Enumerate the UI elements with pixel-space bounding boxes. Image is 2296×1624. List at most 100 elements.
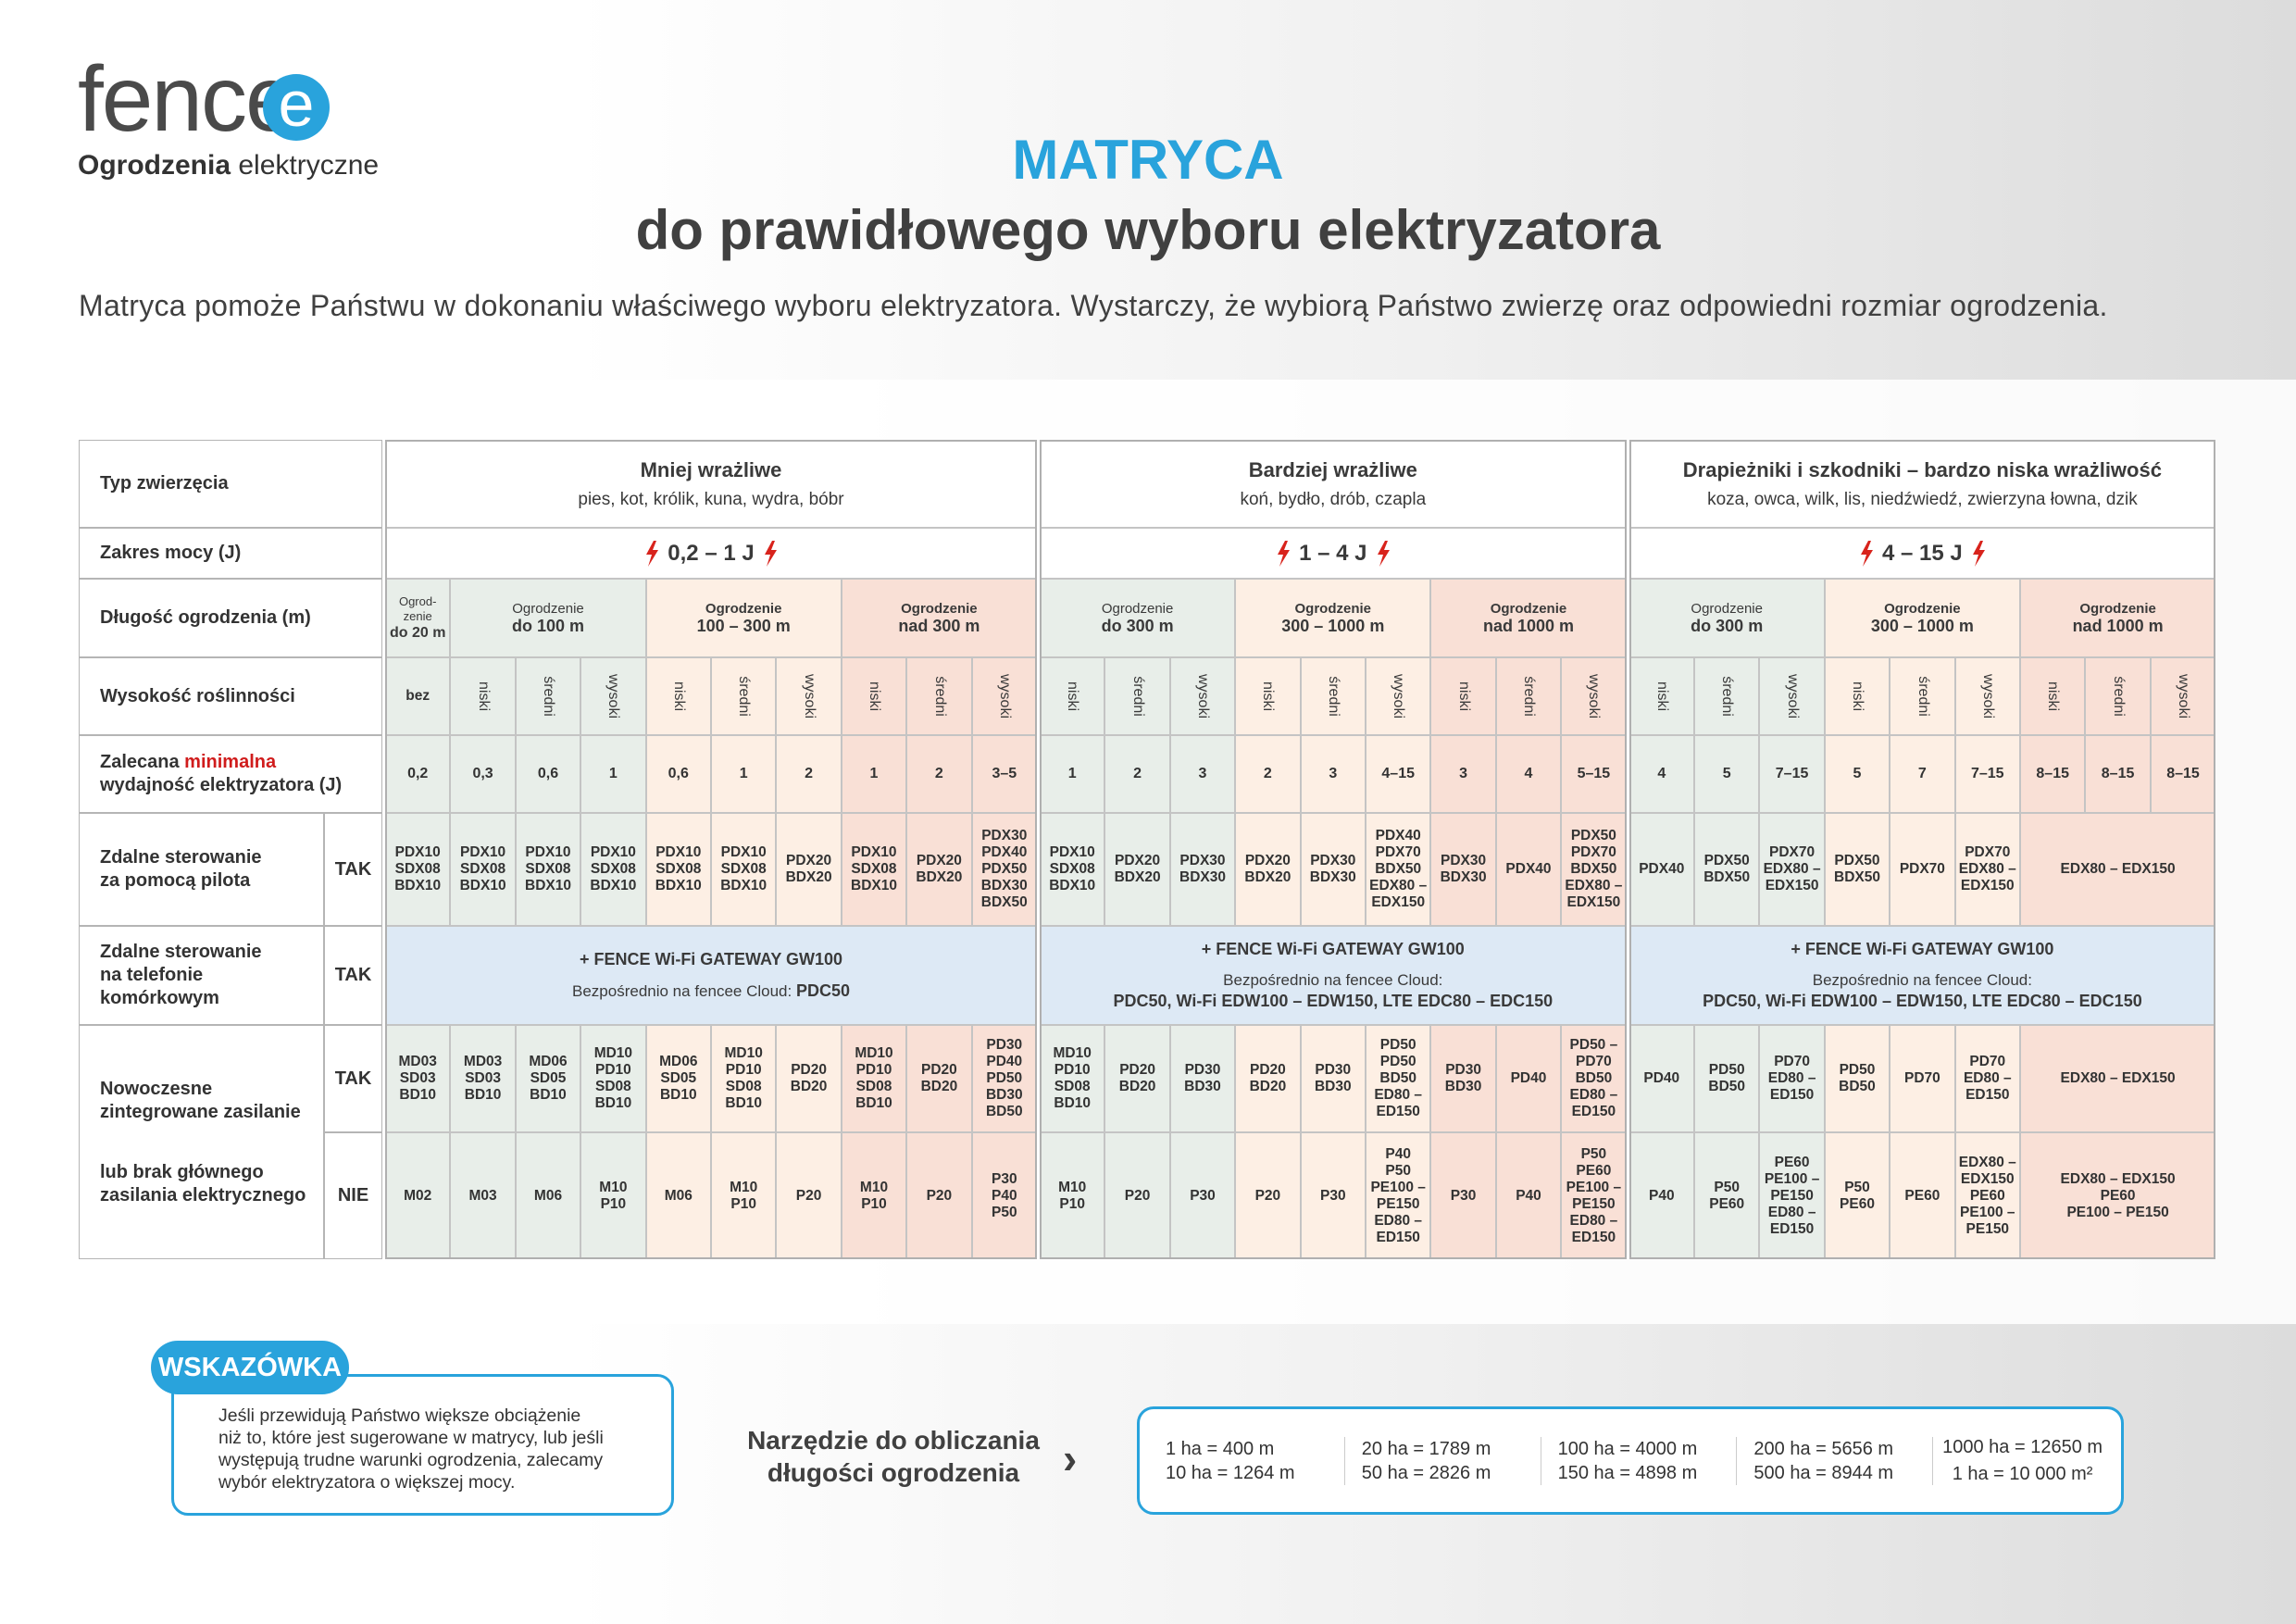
model-text: BD50 bbox=[985, 1104, 1023, 1119]
no-label: NIE bbox=[337, 1185, 369, 1206]
row-label: Zalecana minimalna wydajność elektryzator… bbox=[79, 735, 382, 813]
model-text: BDX10 bbox=[459, 878, 506, 893]
model-text: P40 bbox=[1648, 1187, 1675, 1204]
model-text: PD30 bbox=[1315, 1062, 1352, 1078]
model-text: SD03 bbox=[399, 1070, 436, 1086]
model-cell: PDX10 SDX08 BDX10 bbox=[385, 813, 451, 926]
model-cell: PD40 bbox=[1495, 1025, 1562, 1132]
vegetation-cell: średni bbox=[906, 657, 972, 735]
bolt-icon bbox=[1972, 540, 1985, 567]
power-range: 1 – 4 J bbox=[1040, 528, 1627, 579]
vegetation-text: niski bbox=[1849, 681, 1866, 712]
model-cell: PDX10 SDX08 BDX10 bbox=[580, 813, 646, 926]
tagline-bold: Ogrodzenia bbox=[78, 150, 231, 181]
min-output-text: 8–15 bbox=[2166, 766, 2200, 781]
model-text: PD40 bbox=[986, 1054, 1023, 1069]
min-output-text: 5 bbox=[1853, 766, 1862, 781]
model-cell: PD30 PD40 PD50 BD30 BD50 bbox=[971, 1025, 1037, 1132]
model-cell: EDX80 – EDX150 PE60 PE100 – PE150 bbox=[1954, 1132, 2020, 1259]
min-output-cell: 7–15 bbox=[1759, 735, 1825, 813]
row-label: Nowoczesne zintegrowane zasilanie lub brak… bbox=[79, 1025, 324, 1259]
min-output-text: 1 bbox=[608, 766, 618, 781]
model-text: P50 bbox=[1714, 1179, 1740, 1195]
length-range: 100 – 300 m bbox=[696, 616, 791, 635]
model-cell: MD03 SD03 BD10 bbox=[385, 1025, 451, 1132]
model-text: PD50 – PD70 bbox=[1569, 1037, 1618, 1069]
min-output-text: 1 bbox=[1067, 766, 1077, 781]
vegetation-text: średni bbox=[931, 676, 948, 717]
bolt-icon bbox=[646, 540, 659, 567]
model-cell: EDX80 – EDX150 bbox=[2020, 1025, 2216, 1132]
model-text: MD10 bbox=[855, 1045, 893, 1061]
row-label-text: Zakres mocy (J) bbox=[100, 543, 242, 563]
min-output-cell: 0,6 bbox=[645, 735, 711, 813]
length-label: Ogrodzenie bbox=[901, 600, 978, 617]
min-output-text: 4–15 bbox=[1381, 766, 1415, 781]
model-cell: PD30 BD30 bbox=[1169, 1025, 1236, 1132]
model-text: PE60 bbox=[2100, 1187, 2136, 1204]
length-range: nad 300 m bbox=[898, 616, 980, 635]
model-cell: PE60 bbox=[1890, 1132, 1955, 1259]
model-text: EDX80 – EDX150 bbox=[1369, 878, 1428, 910]
model-text: BDX10 bbox=[655, 878, 702, 893]
vegetation-cell: średni bbox=[2085, 657, 2151, 735]
model-cell: PD20 BD20 bbox=[1104, 1025, 1170, 1132]
vegetation-text: wysoki bbox=[1194, 673, 1211, 719]
min-output-cell: 3 bbox=[1430, 735, 1496, 813]
model-cell: P50 PE60 PE100 – PE150 ED80 – ED150 bbox=[1561, 1132, 1627, 1259]
model-cell: PDX10 SDX08 BDX10 bbox=[645, 813, 711, 926]
conversion-text: 1 ha = 400 m bbox=[1166, 1438, 1275, 1459]
model-text: M06 bbox=[533, 1187, 563, 1204]
length-label: Ogrodzenie bbox=[705, 600, 782, 617]
wifi-cell: + FENCE Wi-Fi GATEWAY GW100 Bezpośrednio … bbox=[1628, 926, 2216, 1025]
group-name: Bardziej wrażliwe bbox=[1248, 457, 1417, 481]
vegetation-text: niski bbox=[866, 681, 882, 712]
group-header: Drapieżniki i szkodniki – bardzo niska w… bbox=[1628, 440, 2216, 528]
length-label: Ogrodzenie bbox=[2079, 600, 2156, 617]
row-label-text: Zalecana bbox=[100, 752, 180, 772]
model-text: PD50 bbox=[1708, 1062, 1745, 1078]
model-text: PDX20 bbox=[916, 853, 962, 868]
model-text: BD10 bbox=[530, 1087, 567, 1103]
power-range: 4 – 15 J bbox=[1628, 528, 2216, 579]
length-header: Ogrodzenie 300 – 1000 m bbox=[1235, 579, 1431, 657]
bolt-icon bbox=[1861, 540, 1874, 567]
model-text: BD10 bbox=[464, 1087, 502, 1103]
tool-label: Narzędzie do obliczania długości ogrodzen… bbox=[722, 1424, 1065, 1489]
min-output-text: 1 bbox=[869, 766, 879, 781]
model-text: PE60 bbox=[1840, 1195, 1875, 1212]
logo-text: fence bbox=[78, 47, 297, 151]
model-text: M06 bbox=[664, 1187, 693, 1204]
model-cell: MD10 PD10 SD08 BD10 bbox=[580, 1025, 646, 1132]
row-label-text: Typ zwierzęcia bbox=[100, 473, 229, 493]
model-text: BD20 bbox=[1249, 1079, 1287, 1094]
model-text: PD50 bbox=[1379, 1037, 1416, 1053]
vegetation-text: niski bbox=[670, 681, 687, 712]
model-text: BDX30 bbox=[1309, 869, 1356, 885]
model-text: BDX10 bbox=[1049, 878, 1096, 893]
min-output-cell: 4 bbox=[1628, 735, 1694, 813]
tagline: Ogrodzenia elektryczne bbox=[78, 150, 379, 181]
row-label: Zakres mocy (J) bbox=[79, 528, 382, 579]
model-text: M02 bbox=[404, 1187, 432, 1204]
vegetation-text: średni bbox=[1520, 676, 1537, 717]
group-name: Drapieżniki i szkodniki – bardzo niska w… bbox=[1682, 457, 2162, 481]
vegetation-cell: niski bbox=[841, 657, 907, 735]
model-text: SDX08 bbox=[655, 861, 702, 877]
model-text: P10 bbox=[600, 1195, 627, 1212]
model-text: PDX70 bbox=[1375, 844, 1421, 860]
row-label: Wysokość roślinności bbox=[79, 657, 382, 735]
min-output-text: 0,2 bbox=[407, 766, 429, 781]
wifi-models: PDC50, Wi-Fi EDW100 – EDW150, LTE EDC80 … bbox=[1703, 992, 2142, 1010]
model-text: PD20 bbox=[791, 1062, 827, 1078]
model-text: PDX10 bbox=[655, 844, 702, 860]
model-text: PDX10 bbox=[1049, 844, 1095, 860]
vegetation-cell: wysoki bbox=[776, 657, 842, 735]
power-range: 0,2 – 1 J bbox=[385, 528, 1037, 579]
wifi-note-line: Bezpośrednio na fencee Cloud: PDC50, Wi-… bbox=[1703, 970, 2142, 1011]
length-range: nad 1000 m bbox=[2072, 616, 2164, 635]
model-text: BDX20 bbox=[1244, 869, 1292, 885]
model-text: PE60 bbox=[1904, 1187, 1940, 1204]
min-output-text: 0,6 bbox=[668, 766, 689, 781]
